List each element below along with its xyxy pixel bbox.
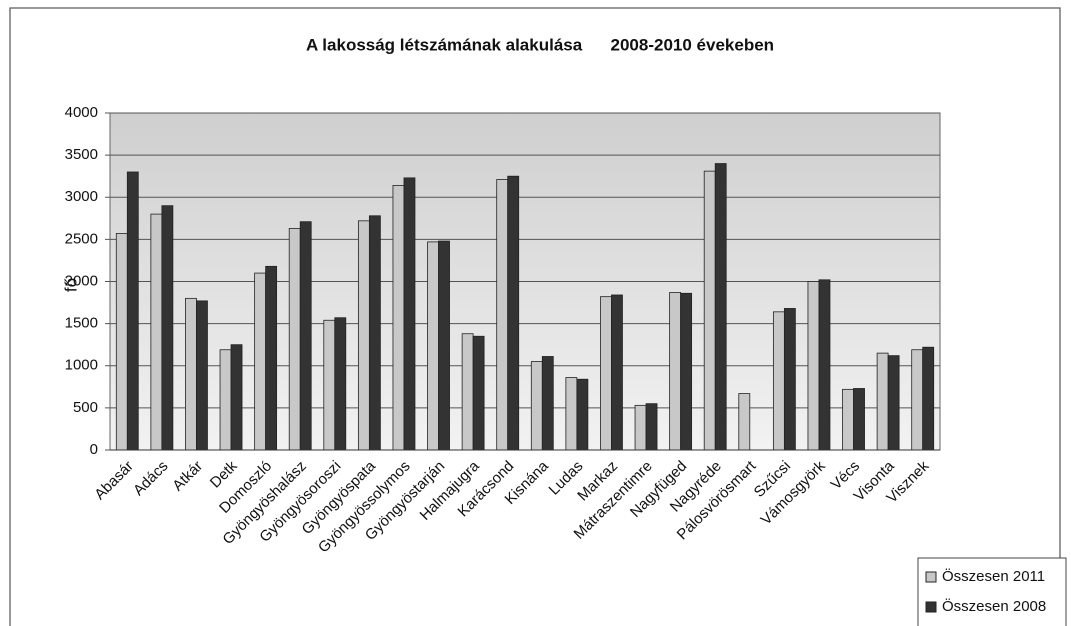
legend-label: Összesen 2008 <box>942 597 1046 615</box>
bar <box>323 319 336 451</box>
bar <box>403 177 416 451</box>
bar <box>219 349 232 451</box>
bar <box>703 170 716 451</box>
bar <box>288 228 301 451</box>
bar <box>254 272 267 451</box>
y-tick-label: 0 <box>90 441 98 458</box>
bar <box>565 377 578 451</box>
bar <box>392 185 405 451</box>
bar <box>600 296 612 451</box>
x-tick-label: Abasár <box>91 458 137 504</box>
bar <box>126 171 139 451</box>
bar <box>772 311 785 451</box>
x-tick-label: Atkár <box>169 458 206 495</box>
bar <box>357 220 370 451</box>
bar <box>922 346 935 451</box>
bar <box>634 404 647 451</box>
y-tick-label: 4000 <box>65 104 98 121</box>
bar <box>230 344 243 451</box>
bar <box>714 163 727 451</box>
bar <box>818 279 831 451</box>
legend-box <box>917 557 1067 626</box>
bar <box>368 215 381 451</box>
bar <box>541 356 554 451</box>
chart-frame <box>9 7 1061 626</box>
bar <box>150 213 163 451</box>
bar <box>738 393 751 451</box>
bar <box>461 333 474 451</box>
y-tick-label: 500 <box>73 399 98 416</box>
chart-title: A lakosság létszámának alakulása 2008-20… <box>306 35 774 54</box>
bar <box>496 179 509 451</box>
y-tick-label: 1500 <box>65 315 98 332</box>
bar <box>196 300 208 451</box>
bar <box>427 241 439 451</box>
bar <box>334 317 347 451</box>
bar <box>783 308 796 451</box>
bar <box>472 335 485 451</box>
x-tick-label: Adács <box>130 458 172 500</box>
bar <box>645 403 658 451</box>
bar <box>185 297 197 451</box>
bar <box>680 292 693 451</box>
bar <box>842 388 854 451</box>
bar <box>911 349 924 451</box>
bar <box>807 281 820 451</box>
bar <box>611 294 623 451</box>
bar <box>507 175 520 451</box>
y-tick-label: 3000 <box>65 188 98 205</box>
bar <box>887 355 900 451</box>
legend-swatch <box>925 601 937 613</box>
y-tick-label: 3500 <box>65 146 98 163</box>
bar <box>530 361 543 451</box>
bar <box>115 233 128 451</box>
bar <box>161 205 174 451</box>
bar <box>853 388 865 451</box>
bar <box>876 352 889 451</box>
bar <box>669 292 682 451</box>
legend-swatch <box>925 571 937 583</box>
legend-label: Összesen 2011 <box>942 567 1045 585</box>
bar <box>576 378 589 451</box>
y-tick-label: 2500 <box>65 230 98 247</box>
y-axis-label: fő <box>61 278 80 292</box>
bar <box>299 221 312 451</box>
y-tick-label: 2000 <box>65 272 98 289</box>
bar <box>438 240 450 451</box>
bar <box>265 265 278 451</box>
y-tick-label: 1000 <box>65 357 98 374</box>
